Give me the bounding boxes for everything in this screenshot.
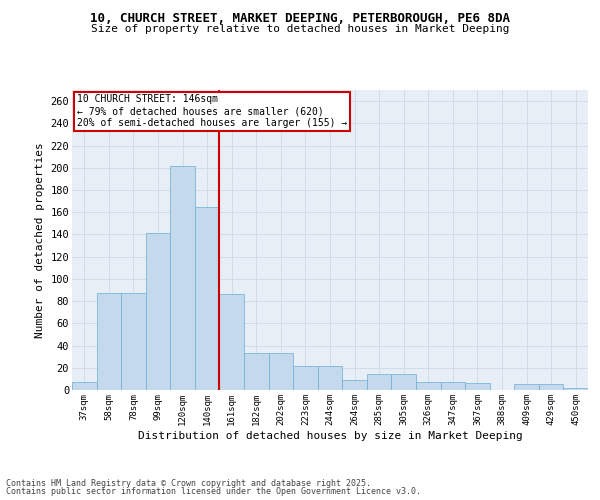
Bar (342, 380, 367, 390)
X-axis label: Distribution of detached houses by size in Market Deeping: Distribution of detached houses by size … (137, 430, 523, 440)
Text: Contains public sector information licensed under the Open Government Licence v3: Contains public sector information licen… (6, 487, 421, 496)
Bar (269, 354, 293, 390)
Bar (220, 294, 244, 390)
Y-axis label: Number of detached properties: Number of detached properties (35, 142, 45, 338)
Bar (97, 294, 121, 390)
Bar (514, 384, 539, 390)
Bar (440, 382, 465, 390)
Bar (318, 366, 342, 390)
Bar (465, 384, 490, 390)
Text: 10, CHURCH STREET, MARKET DEEPING, PETERBOROUGH, PE6 8DA: 10, CHURCH STREET, MARKET DEEPING, PETER… (90, 12, 510, 26)
Bar (391, 374, 416, 390)
Bar (244, 354, 269, 390)
Bar (416, 382, 440, 390)
Bar (293, 366, 318, 390)
Text: Contains HM Land Registry data © Crown copyright and database right 2025.: Contains HM Land Registry data © Crown c… (6, 478, 371, 488)
Bar (146, 234, 170, 390)
Text: 10 CHURCH STREET: 146sqm
← 79% of detached houses are smaller (620)
20% of semi-: 10 CHURCH STREET: 146sqm ← 79% of detach… (77, 94, 347, 128)
Bar (170, 166, 195, 390)
Bar (72, 382, 97, 390)
Bar (539, 384, 563, 390)
Bar (121, 294, 146, 390)
Bar (195, 206, 220, 390)
Bar (563, 388, 588, 390)
Bar (367, 374, 391, 390)
Text: Size of property relative to detached houses in Market Deeping: Size of property relative to detached ho… (91, 24, 509, 34)
